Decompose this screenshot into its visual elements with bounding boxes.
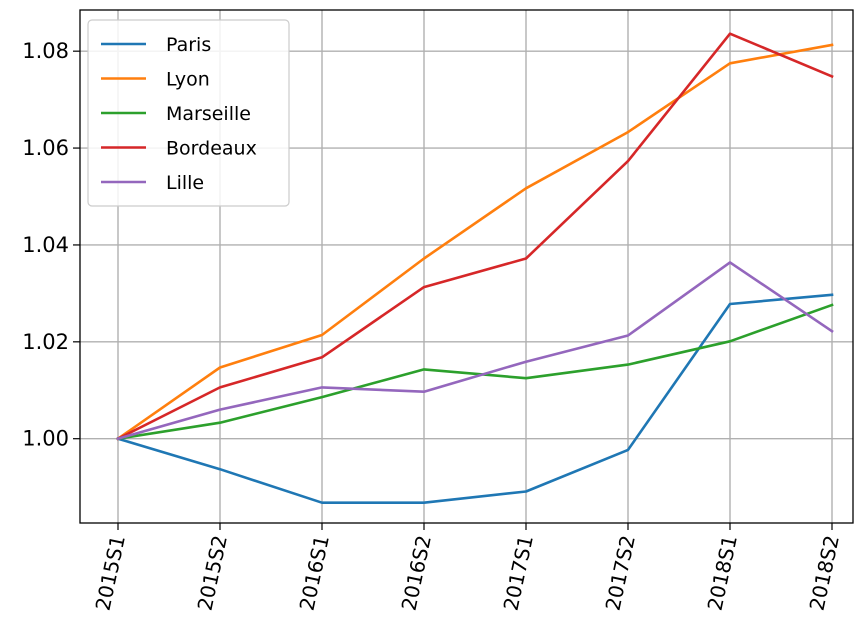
y-tick-label: 1.00: [22, 427, 69, 451]
series-line-lyon: [116, 43, 834, 441]
series-line-bordeaux: [116, 32, 834, 441]
x-axis: 2015S1 2015S2 2016S1 2016S2 2017S1 2017S2 2018…: [91, 523, 844, 613]
x-tick-label: 2018S1: [703, 533, 742, 613]
legend-label: Lille: [166, 172, 204, 194]
legend: Paris Lyon Marseille Bordeaux Lille: [87, 19, 290, 207]
y-tick-label: 1.02: [22, 330, 69, 354]
legend-box: [87, 19, 290, 207]
series-line-lille: [116, 261, 834, 441]
x-tick-label: 2015S2: [193, 533, 232, 613]
y-tick-label: 1.08: [22, 39, 69, 63]
legend-label: Bordeaux: [166, 138, 257, 160]
x-tick-label: 2017S1: [499, 533, 538, 613]
plot-frame: [79, 9, 854, 524]
y-tick-label: 1.06: [22, 136, 69, 160]
series-line-paris: [116, 293, 834, 505]
x-tick-label: 2017S2: [601, 533, 640, 613]
x-tick-label: 2015S1: [91, 533, 130, 613]
legend-label: Paris: [166, 34, 211, 56]
x-tick-label: 2018S2: [805, 533, 844, 613]
x-tick-label: 2016S1: [295, 533, 334, 613]
y-tick-label: 1.04: [22, 233, 69, 257]
x-tick-label: 2016S2: [397, 533, 436, 613]
series-line-marseille: [116, 303, 834, 441]
y-axis: 1.00 1.02 1.04 1.06 1.08: [22, 39, 80, 451]
legend-label: Lyon: [166, 69, 210, 91]
legend-label: Marseille: [166, 103, 251, 125]
series-lines: [116, 32, 834, 505]
